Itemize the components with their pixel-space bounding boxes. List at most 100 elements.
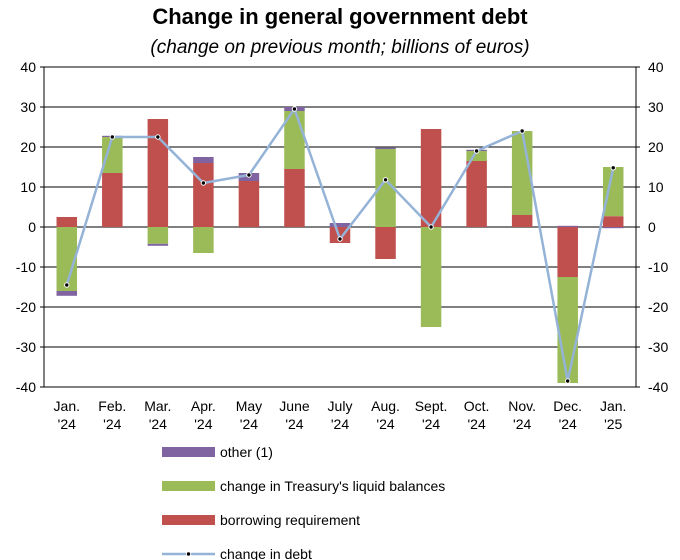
y-tick-label-left: -40 bbox=[16, 379, 36, 395]
change-in-debt-point bbox=[564, 378, 571, 384]
y-tick-label-left: 10 bbox=[20, 179, 36, 195]
bar-borrowing-requirement bbox=[375, 227, 396, 259]
change-in-debt-point bbox=[200, 180, 207, 186]
y-tick-label-left: -20 bbox=[16, 299, 36, 315]
y-tick-label-right: 10 bbox=[648, 179, 664, 195]
bar-borrowing-requirement bbox=[147, 119, 169, 227]
chart-subtitle: (change on previous month; billions of e… bbox=[150, 37, 530, 58]
change-in-debt-point bbox=[382, 177, 389, 183]
x-tick-label-month: Oct. bbox=[464, 398, 490, 414]
bar-borrowing-requirement bbox=[420, 129, 442, 227]
change-in-debt-point bbox=[155, 134, 161, 140]
legend-swatch bbox=[162, 515, 215, 525]
x-tick-label-year: '24 bbox=[331, 416, 349, 432]
change-in-debt-point bbox=[64, 282, 70, 288]
bar-borrowing-requirement bbox=[238, 181, 260, 227]
x-tick-label-month: Jan. bbox=[54, 398, 80, 414]
change-in-debt-point bbox=[473, 148, 480, 154]
legend-label: change in Treasury's liquid balances bbox=[220, 478, 445, 494]
y-tick-label-left: -30 bbox=[16, 339, 36, 355]
x-tick-label-month: Sept. bbox=[415, 398, 448, 414]
y-tick-label-left: 20 bbox=[20, 139, 36, 155]
axes: -40 -40 -30 -30 -20 -20 -10 -10 0 0 10 10 20 20 30 30 40… bbox=[16, 59, 669, 432]
bar-borrowing-requirement bbox=[56, 217, 78, 227]
bar-borrowing-requirement bbox=[466, 161, 487, 227]
bar-change-in-treasury-s-liquid-balances bbox=[602, 167, 624, 217]
legend-label: change in debt bbox=[220, 546, 312, 560]
x-tick-label-year: '24 bbox=[467, 416, 485, 432]
bar-change-in-treasury-s-liquid-balances bbox=[102, 137, 123, 173]
x-tick-label-year: '24 bbox=[103, 416, 121, 432]
legend-swatch bbox=[162, 481, 215, 491]
x-tick-label-year: '25 bbox=[604, 416, 622, 432]
x-tick-label-year: '24 bbox=[58, 416, 76, 432]
bars bbox=[56, 107, 624, 383]
x-tick-label-month: Jan. bbox=[600, 398, 626, 414]
bar-change-in-treasury-s-liquid-balances bbox=[557, 277, 578, 383]
change-in-debt-point bbox=[109, 134, 116, 140]
change-in-debt-point bbox=[519, 128, 525, 134]
bar-other-1- bbox=[193, 157, 214, 163]
bar-borrowing-requirement bbox=[602, 216, 624, 227]
x-tick-label-year: '24 bbox=[149, 416, 167, 432]
bar-borrowing-requirement bbox=[557, 227, 578, 277]
change-in-debt-point bbox=[291, 106, 298, 112]
bar-change-in-treasury-s-liquid-balances bbox=[193, 227, 214, 253]
change-in-debt-point bbox=[610, 165, 616, 171]
y-tick-label-left: 0 bbox=[28, 219, 36, 235]
debt-line bbox=[64, 106, 616, 384]
x-tick-label-month: June bbox=[279, 398, 310, 414]
y-tick-label-right: 30 bbox=[648, 99, 664, 115]
x-tick-label-month: Feb. bbox=[98, 398, 126, 414]
x-tick-label-year: '24 bbox=[240, 416, 258, 432]
bar-other-1- bbox=[557, 225, 578, 227]
bar-borrowing-requirement bbox=[102, 173, 123, 227]
chart-title: Change in general government debt bbox=[152, 4, 528, 29]
legend-swatch bbox=[162, 447, 215, 457]
bar-change-in-treasury-s-liquid-balances bbox=[511, 131, 533, 215]
y-tick-label-left: -10 bbox=[16, 259, 36, 275]
bar-change-in-treasury-s-liquid-balances bbox=[375, 149, 396, 227]
bar-other-1- bbox=[56, 291, 78, 296]
x-tick-label-year: '24 bbox=[285, 416, 303, 432]
x-tick-label-month: Mar. bbox=[144, 398, 171, 414]
bar-other-1- bbox=[329, 223, 351, 227]
x-tick-label-year: '24 bbox=[513, 416, 531, 432]
bar-borrowing-requirement bbox=[193, 163, 214, 227]
x-tick-label-year: '24 bbox=[194, 416, 212, 432]
x-tick-label-month: Nov. bbox=[508, 398, 536, 414]
bar-change-in-treasury-s-liquid-balances bbox=[420, 227, 442, 327]
gridlines bbox=[44, 66, 636, 388]
bar-other-1- bbox=[147, 243, 169, 246]
bar-change-in-treasury-s-liquid-balances bbox=[56, 227, 78, 291]
x-tick-label-year: '24 bbox=[376, 416, 394, 432]
change-in-debt-point bbox=[337, 236, 343, 242]
x-tick-label-month: May bbox=[236, 398, 262, 414]
y-tick-label-right: -40 bbox=[648, 379, 668, 395]
bar-borrowing-requirement bbox=[511, 215, 533, 227]
y-tick-label-left: 40 bbox=[20, 59, 36, 75]
y-tick-label-right: -20 bbox=[648, 299, 668, 315]
x-tick-label-month: Apr. bbox=[191, 398, 216, 414]
legend-label: other (1) bbox=[220, 444, 273, 460]
x-tick-label-year: '24 bbox=[422, 416, 440, 432]
x-tick-label-year: '24 bbox=[559, 416, 577, 432]
bar-other-1- bbox=[602, 227, 624, 229]
bar-borrowing-requirement bbox=[284, 169, 305, 227]
x-tick-label-month: Aug. bbox=[371, 398, 400, 414]
legend-marker bbox=[185, 551, 192, 557]
legend: other (1) change in Treasury's liquid bal… bbox=[162, 444, 445, 560]
bar-other-1- bbox=[375, 147, 396, 149]
bar-change-in-treasury-s-liquid-balances bbox=[466, 151, 487, 161]
x-tick-label-month: Dec. bbox=[553, 398, 582, 414]
y-tick-label-right: 40 bbox=[648, 59, 664, 75]
x-tick-label-month: July bbox=[328, 398, 353, 414]
change-in-debt-point bbox=[246, 172, 252, 178]
legend-label: borrowing requirement bbox=[220, 512, 360, 528]
y-tick-label-right: 20 bbox=[648, 139, 664, 155]
y-tick-label-right: -30 bbox=[648, 339, 668, 355]
change-in-debt-point bbox=[428, 224, 434, 230]
y-tick-label-right: 0 bbox=[648, 219, 656, 235]
y-tick-label-left: 30 bbox=[20, 99, 36, 115]
